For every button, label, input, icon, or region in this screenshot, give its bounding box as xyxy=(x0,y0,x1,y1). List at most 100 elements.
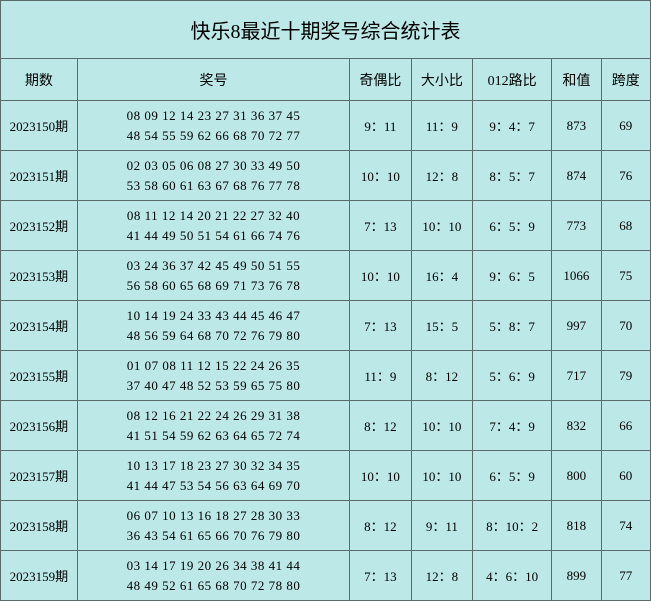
numbers-line-1: 08 11 12 14 20 21 22 27 32 40 xyxy=(84,206,343,226)
cell-012: 5：8：7 xyxy=(473,301,552,351)
cell-period: 2023154期 xyxy=(1,301,78,351)
stats-table-container: 快乐8最近十期奖号综合统计表 期数 奖号 奇偶比 大小比 012路比 和值 跨度… xyxy=(0,0,651,601)
cell-012: 4：6：10 xyxy=(473,551,552,601)
cell-numbers: 08 11 12 14 20 21 22 27 32 4041 44 49 50… xyxy=(77,201,349,251)
numbers-line-1: 02 03 05 06 08 27 30 33 49 50 xyxy=(84,156,343,176)
cell-bigsmall: 8：12 xyxy=(411,351,472,401)
cell-period: 2023153期 xyxy=(1,251,78,301)
cell-period: 2023151期 xyxy=(1,151,78,201)
numbers-line-2: 48 49 52 61 65 68 70 72 78 80 xyxy=(84,576,343,596)
cell-period: 2023157期 xyxy=(1,451,78,501)
table-row: 2023157期10 13 17 18 23 27 30 32 34 3541 … xyxy=(1,451,651,501)
header-numbers: 奖号 xyxy=(77,59,349,101)
header-012: 012路比 xyxy=(473,59,552,101)
cell-oddeven: 10：10 xyxy=(350,251,411,301)
cell-numbers: 10 13 17 18 23 27 30 32 34 3541 44 47 53… xyxy=(77,451,349,501)
numbers-line-2: 53 58 60 61 63 67 68 76 77 78 xyxy=(84,176,343,196)
cell-sum: 717 xyxy=(552,351,601,401)
numbers-line-2: 41 44 49 50 51 54 61 66 74 76 xyxy=(84,226,343,246)
cell-span: 74 xyxy=(601,501,650,551)
numbers-line-1: 01 07 08 11 12 15 22 24 26 35 xyxy=(84,356,343,376)
stats-table: 期数 奖号 奇偶比 大小比 012路比 和值 跨度 2023150期08 09 … xyxy=(0,58,651,601)
cell-numbers: 01 07 08 11 12 15 22 24 26 3537 40 47 48… xyxy=(77,351,349,401)
table-title: 快乐8最近十期奖号综合统计表 xyxy=(0,0,651,58)
table-row: 2023158期06 07 10 13 16 18 27 28 30 3336 … xyxy=(1,501,651,551)
cell-span: 77 xyxy=(601,551,650,601)
cell-012: 6：5：9 xyxy=(473,451,552,501)
cell-span: 66 xyxy=(601,401,650,451)
cell-bigsmall: 10：10 xyxy=(411,201,472,251)
cell-bigsmall: 10：10 xyxy=(411,401,472,451)
table-row: 2023151期02 03 05 06 08 27 30 33 49 5053 … xyxy=(1,151,651,201)
cell-012: 5：6：9 xyxy=(473,351,552,401)
numbers-line-1: 03 24 36 37 42 45 49 50 51 55 xyxy=(84,256,343,276)
cell-012: 7：4：9 xyxy=(473,401,552,451)
cell-bigsmall: 12：8 xyxy=(411,551,472,601)
cell-012: 8：10：2 xyxy=(473,501,552,551)
cell-numbers: 08 09 12 14 23 27 31 36 37 4548 54 55 59… xyxy=(77,101,349,151)
cell-period: 2023159期 xyxy=(1,551,78,601)
cell-bigsmall: 11：9 xyxy=(411,101,472,151)
cell-oddeven: 9：11 xyxy=(350,101,411,151)
numbers-line-2: 41 51 54 59 62 63 64 65 72 74 xyxy=(84,426,343,446)
cell-bigsmall: 12：8 xyxy=(411,151,472,201)
cell-period: 2023150期 xyxy=(1,101,78,151)
numbers-line-2: 48 56 59 64 68 70 72 76 79 80 xyxy=(84,326,343,346)
cell-bigsmall: 10：10 xyxy=(411,451,472,501)
table-row: 2023159期03 14 17 19 20 26 34 38 41 4448 … xyxy=(1,551,651,601)
header-span: 跨度 xyxy=(601,59,650,101)
cell-sum: 873 xyxy=(552,101,601,151)
cell-012: 9：4：7 xyxy=(473,101,552,151)
cell-period: 2023152期 xyxy=(1,201,78,251)
numbers-line-1: 06 07 10 13 16 18 27 28 30 33 xyxy=(84,506,343,526)
cell-span: 69 xyxy=(601,101,650,151)
cell-oddeven: 8：12 xyxy=(350,401,411,451)
header-row: 期数 奖号 奇偶比 大小比 012路比 和值 跨度 xyxy=(1,59,651,101)
cell-oddeven: 10：10 xyxy=(350,451,411,501)
header-period: 期数 xyxy=(1,59,78,101)
cell-span: 79 xyxy=(601,351,650,401)
cell-sum: 899 xyxy=(552,551,601,601)
numbers-line-1: 08 09 12 14 23 27 31 36 37 45 xyxy=(84,106,343,126)
cell-012: 9：6：5 xyxy=(473,251,552,301)
table-row: 2023155期01 07 08 11 12 15 22 24 26 3537 … xyxy=(1,351,651,401)
cell-sum: 1066 xyxy=(552,251,601,301)
cell-oddeven: 7：13 xyxy=(350,201,411,251)
cell-span: 70 xyxy=(601,301,650,351)
table-row: 2023150期08 09 12 14 23 27 31 36 37 4548 … xyxy=(1,101,651,151)
cell-oddeven: 11：9 xyxy=(350,351,411,401)
numbers-line-2: 48 54 55 59 62 66 68 70 72 77 xyxy=(84,126,343,146)
cell-numbers: 02 03 05 06 08 27 30 33 49 5053 58 60 61… xyxy=(77,151,349,201)
table-row: 2023152期08 11 12 14 20 21 22 27 32 4041 … xyxy=(1,201,651,251)
cell-bigsmall: 9：11 xyxy=(411,501,472,551)
table-row: 2023156期08 12 16 21 22 24 26 29 31 3841 … xyxy=(1,401,651,451)
table-row: 2023153期03 24 36 37 42 45 49 50 51 5556 … xyxy=(1,251,651,301)
cell-numbers: 06 07 10 13 16 18 27 28 30 3336 43 54 61… xyxy=(77,501,349,551)
cell-sum: 832 xyxy=(552,401,601,451)
cell-oddeven: 10：10 xyxy=(350,151,411,201)
numbers-line-1: 10 14 19 24 33 43 44 45 46 47 xyxy=(84,306,343,326)
cell-sum: 874 xyxy=(552,151,601,201)
numbers-line-2: 56 58 60 65 68 69 71 73 76 78 xyxy=(84,276,343,296)
numbers-line-2: 36 43 54 61 65 66 70 76 79 80 xyxy=(84,526,343,546)
cell-numbers: 10 14 19 24 33 43 44 45 46 4748 56 59 64… xyxy=(77,301,349,351)
numbers-line-2: 41 44 47 53 54 56 63 64 69 70 xyxy=(84,476,343,496)
cell-period: 2023158期 xyxy=(1,501,78,551)
numbers-line-1: 03 14 17 19 20 26 34 38 41 44 xyxy=(84,556,343,576)
cell-oddeven: 7：13 xyxy=(350,301,411,351)
numbers-line-1: 10 13 17 18 23 27 30 32 34 35 xyxy=(84,456,343,476)
header-oddeven: 奇偶比 xyxy=(350,59,411,101)
cell-012: 8：5：7 xyxy=(473,151,552,201)
cell-period: 2023156期 xyxy=(1,401,78,451)
numbers-line-2: 37 40 47 48 52 53 59 65 75 80 xyxy=(84,376,343,396)
numbers-line-1: 08 12 16 21 22 24 26 29 31 38 xyxy=(84,406,343,426)
header-bigsmall: 大小比 xyxy=(411,59,472,101)
cell-012: 6：5：9 xyxy=(473,201,552,251)
cell-period: 2023155期 xyxy=(1,351,78,401)
cell-bigsmall: 15：5 xyxy=(411,301,472,351)
cell-span: 76 xyxy=(601,151,650,201)
cell-numbers: 03 14 17 19 20 26 34 38 41 4448 49 52 61… xyxy=(77,551,349,601)
cell-numbers: 08 12 16 21 22 24 26 29 31 3841 51 54 59… xyxy=(77,401,349,451)
cell-numbers: 03 24 36 37 42 45 49 50 51 5556 58 60 65… xyxy=(77,251,349,301)
cell-oddeven: 8：12 xyxy=(350,501,411,551)
